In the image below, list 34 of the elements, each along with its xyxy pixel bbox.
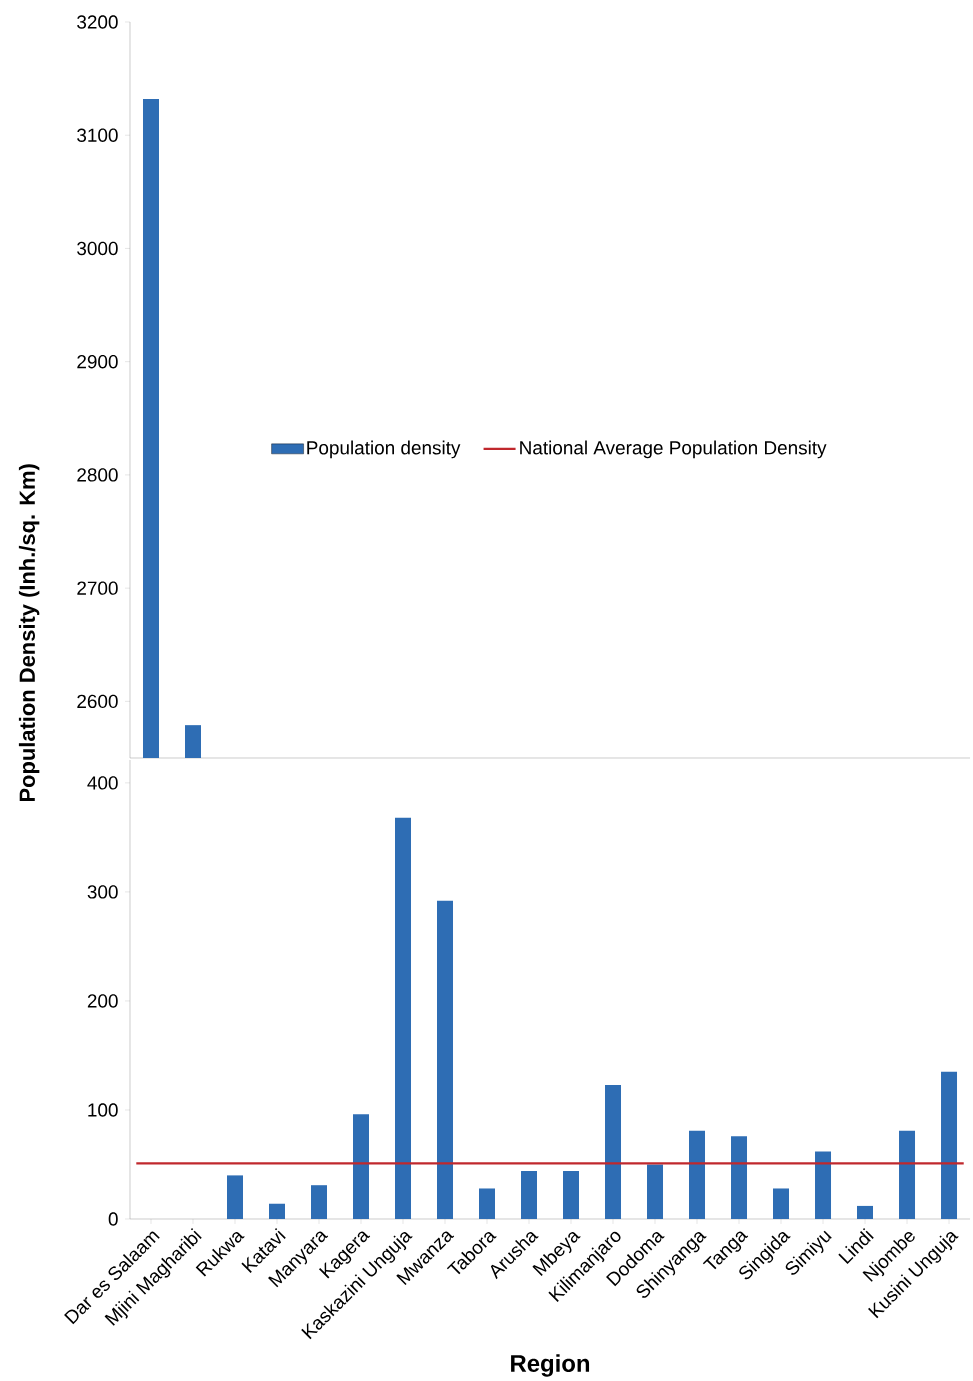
y-axis-title: Population Density (Inh./sq. Km) [18,464,40,802]
x-axis-title: Region [511,1354,590,1377]
y-tick-label: 3100 [77,128,118,142]
y-tick-label: 3200 [77,15,118,29]
bar [563,1171,580,1219]
bar [353,1114,369,1219]
bar [899,1130,916,1219]
bar [479,1188,496,1219]
y-tick-label: 200 [87,994,118,1008]
y-tick-label: 0 [108,1212,118,1226]
bar [311,1185,327,1219]
text: National Average Population Density [520,440,827,459]
bar [731,1136,748,1219]
bar [941,1071,958,1219]
y-tick-label: 2700 [77,581,118,595]
legend-label: Population density [307,440,461,459]
y-tick-label: 2600 [77,694,118,709]
bar [437,900,453,1219]
bar [269,1203,285,1219]
bar [605,1084,622,1219]
y-tick-label: 2800 [77,468,118,482]
bar [647,1164,664,1219]
bar [773,1188,790,1219]
y-tick-label: 3000 [77,241,118,256]
bar [857,1205,874,1219]
bar [689,1130,706,1219]
y-tick-label: 300 [87,885,118,899]
y-tick-label: 100 [88,1103,118,1117]
bar [227,1175,243,1219]
bar [521,1171,538,1219]
bar [395,817,411,1219]
y-tick-label: 2900 [77,354,118,369]
y-tick-label: 400 [87,776,118,790]
bar [815,1151,832,1219]
